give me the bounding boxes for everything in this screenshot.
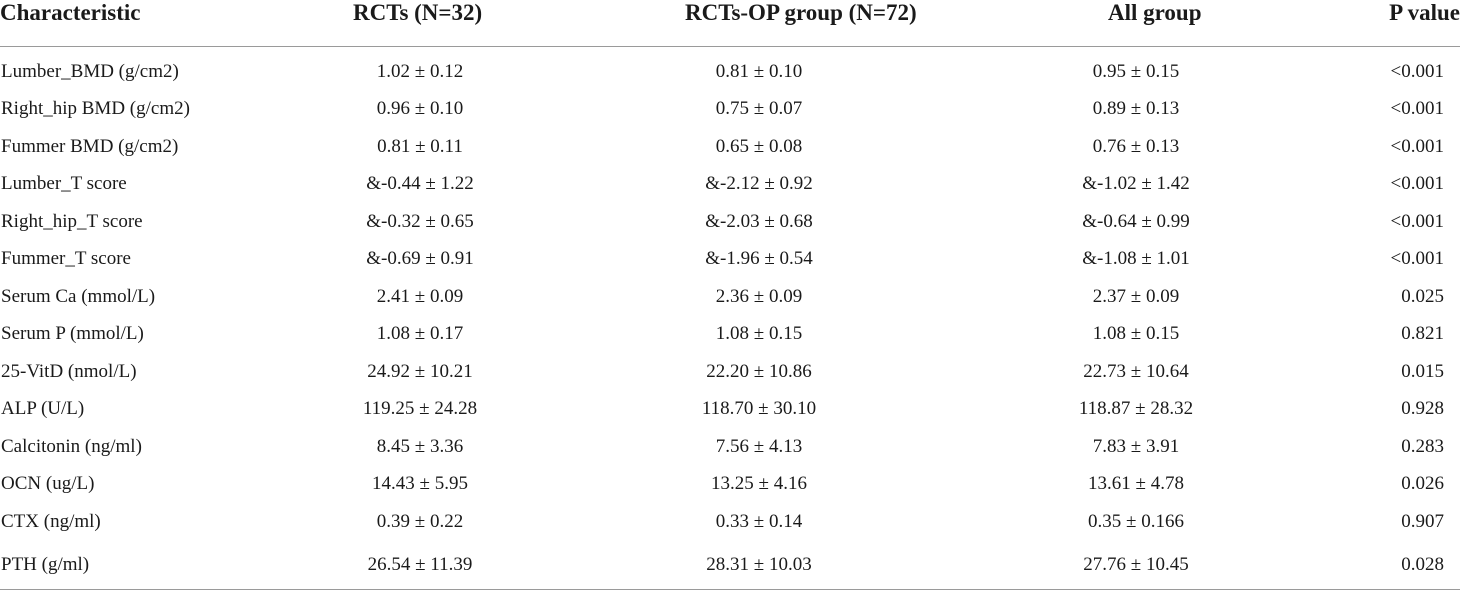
rcts-value: 0.96 ± 0.10 <box>376 98 464 120</box>
rcts-op-value: 22.20 ± 10.86 <box>706 360 812 382</box>
table-row: 25-VitD (nmol/L) 24.92 ± 10.21 22.20 ± 10.… <box>0 353 1460 391</box>
rcts-value: 0.81 ± 0.11 <box>377 135 463 157</box>
row-characteristic: Serum Ca (mmol/L) <box>1 285 156 307</box>
rcts-value: 0.39 ± 0.22 <box>376 510 464 532</box>
all-group-value: &-1.08 ± 1.01 <box>1082 248 1190 270</box>
rcts-value: 2.41 ± 0.09 <box>376 285 464 307</box>
all-group-value: 22.73 ± 10.64 <box>1083 360 1189 382</box>
p-value: <0.001 <box>1390 60 1444 82</box>
rcts-op-value: 13.25 ± 4.16 <box>711 473 807 495</box>
p-value: 0.028 <box>1290 540 1460 590</box>
row-characteristic: OCN (ug/L) <box>1 473 95 495</box>
table-header: Characteristic RCTs (N=32) RCTs-OP group… <box>0 0 1460 47</box>
rcts-value: &-0.32 ± 0.65 <box>366 210 474 232</box>
p-value: <0.001 <box>1390 173 1444 195</box>
table-row: Fummer BMD (g/cm2) 0.81 ± 0.11 0.65 ± 0.08… <box>0 128 1460 166</box>
p-value: <0.001 <box>1390 135 1444 157</box>
all-group-value: &-0.64 ± 0.99 <box>1082 210 1190 232</box>
rcts-value: 8.45 ± 3.36 <box>376 435 464 457</box>
rcts-value: 14.43 ± 5.95 <box>372 473 468 495</box>
table-row: ALP (U/L) 119.25 ± 24.28 118.70 ± 30.10 118… <box>0 391 1460 429</box>
rcts-op-value: 0.65 ± 0.08 <box>715 135 803 157</box>
row-characteristic: PTH (g/ml) <box>0 540 300 590</box>
table-row: Calcitonin (ng/ml) 8.45 ± 3.36 7.56 ± 4.13… <box>0 428 1460 466</box>
header-all-group: All group <box>970 0 1290 47</box>
table-row: PTH (g/ml) 26.54 ± 11.39 28.31 ± 10.03 27.7… <box>0 540 1460 590</box>
table-row: Serum P (mmol/L) 1.08 ± 0.17 1.08 ± 0.15 1.… <box>0 316 1460 354</box>
table-row: OCN (ug/L) 14.43 ± 5.95 13.25 ± 4.16 13.61 … <box>0 466 1460 504</box>
rcts-op-value: &-1.96 ± 0.54 <box>705 248 813 270</box>
header-row: Characteristic RCTs (N=32) RCTs-OP group… <box>0 0 1460 47</box>
p-value: 0.821 <box>1401 323 1444 345</box>
all-group-value: 0.76 ± 0.13 <box>1092 135 1180 157</box>
rcts-value: &-0.69 ± 0.91 <box>366 248 474 270</box>
table-row: Right_hip BMD (g/cm2) 0.96 ± 0.10 0.75 ± 0… <box>0 91 1460 129</box>
table-row: Lumber_T score &-0.44 ± 1.22 &-2.12 ± 0.92… <box>0 166 1460 204</box>
rcts-op-value: 2.36 ± 0.09 <box>715 285 803 307</box>
table-row: CTX (ng/ml) 0.39 ± 0.22 0.33 ± 0.14 0.35 ± … <box>0 503 1460 541</box>
row-characteristic: Lumber_BMD (g/cm2) <box>1 60 179 82</box>
rcts-value: 119.25 ± 24.28 <box>362 398 478 420</box>
rcts-value: 1.08 ± 0.17 <box>376 323 464 345</box>
rcts-op-value: 0.75 ± 0.07 <box>715 98 803 120</box>
rcts-op-value: 7.56 ± 4.13 <box>715 435 803 457</box>
row-characteristic: Lumber_T score <box>1 173 127 195</box>
p-value: 0.025 <box>1401 285 1444 307</box>
row-characteristic: Fummer_T score <box>1 248 131 270</box>
rcts-op-value: 28.31 ± 10.03 <box>590 540 970 590</box>
row-characteristic: ALP (U/L) <box>1 398 85 420</box>
all-group-value: 27.76 ± 10.45 <box>970 540 1290 590</box>
all-group-value: 0.89 ± 0.13 <box>1092 98 1180 120</box>
table-row: Serum Ca (mmol/L) 2.41 ± 0.09 2.36 ± 0.09 2… <box>0 278 1460 316</box>
all-group-value: 2.37 ± 0.09 <box>1092 285 1180 307</box>
rcts-op-value: &-2.03 ± 0.68 <box>705 210 813 232</box>
header-p-value: P value <box>1290 0 1460 47</box>
row-characteristic: Serum P (mmol/L) <box>1 323 144 345</box>
p-value: 0.907 <box>1401 510 1444 532</box>
row-characteristic: Right_hip_T score <box>1 210 143 232</box>
header-rcts: RCTs (N=32) <box>300 0 590 47</box>
row-characteristic: Right_hip BMD (g/cm2) <box>1 98 190 120</box>
rcts-value: &-0.44 ± 1.22 <box>366 173 474 195</box>
all-group-value: 0.95 ± 0.15 <box>1092 60 1180 82</box>
rcts-op-value: 0.33 ± 0.14 <box>715 510 803 532</box>
all-group-value: 7.83 ± 3.91 <box>1092 435 1180 457</box>
p-value: <0.001 <box>1390 98 1444 120</box>
p-value: 0.015 <box>1401 360 1444 382</box>
rcts-value: 26.54 ± 11.39 <box>300 540 590 590</box>
all-group-value: 0.35 ± 0.166 <box>1088 510 1184 532</box>
row-characteristic: Calcitonin (ng/ml) <box>1 435 142 457</box>
p-value: 0.026 <box>1401 473 1444 495</box>
header-rcts-op-group: RCTs-OP group (N=72) <box>590 0 970 47</box>
rcts-value: 1.02 ± 0.12 <box>376 60 464 82</box>
table-body: Lumber_BMD (g/cm2) 1.02 ± 0.12 0.81 ± 0.10… <box>0 47 1460 590</box>
p-value: 0.283 <box>1401 435 1444 457</box>
row-characteristic: Fummer BMD (g/cm2) <box>1 135 179 157</box>
row-characteristic: 25-VitD (nmol/L) <box>1 360 137 382</box>
table-row: Right_hip_T score &-0.32 ± 0.65 &-2.03 ± 0… <box>0 203 1460 241</box>
rcts-op-value: 1.08 ± 0.15 <box>715 323 803 345</box>
rcts-op-value: 0.81 ± 0.10 <box>715 60 803 82</box>
all-group-value: 1.08 ± 0.15 <box>1092 323 1180 345</box>
p-value: <0.001 <box>1390 248 1444 270</box>
all-group-value: 118.87 ± 28.32 <box>1078 398 1194 420</box>
all-group-value: &-1.02 ± 1.42 <box>1082 173 1190 195</box>
row-characteristic: CTX (ng/ml) <box>1 510 101 532</box>
header-characteristic: Characteristic <box>0 0 300 47</box>
all-group-value: 13.61 ± 4.78 <box>1088 473 1184 495</box>
p-value: <0.001 <box>1390 210 1444 232</box>
rcts-op-value: 118.70 ± 30.10 <box>701 398 817 420</box>
p-value: 0.928 <box>1401 398 1444 420</box>
table-row: Fummer_T score &-0.69 ± 0.91 &-1.96 ± 0.54… <box>0 241 1460 279</box>
rcts-value: 24.92 ± 10.21 <box>367 360 473 382</box>
table-row: Lumber_BMD (g/cm2) 1.02 ± 0.12 0.81 ± 0.10… <box>0 47 1460 91</box>
rcts-op-value: &-2.12 ± 0.92 <box>705 173 813 195</box>
